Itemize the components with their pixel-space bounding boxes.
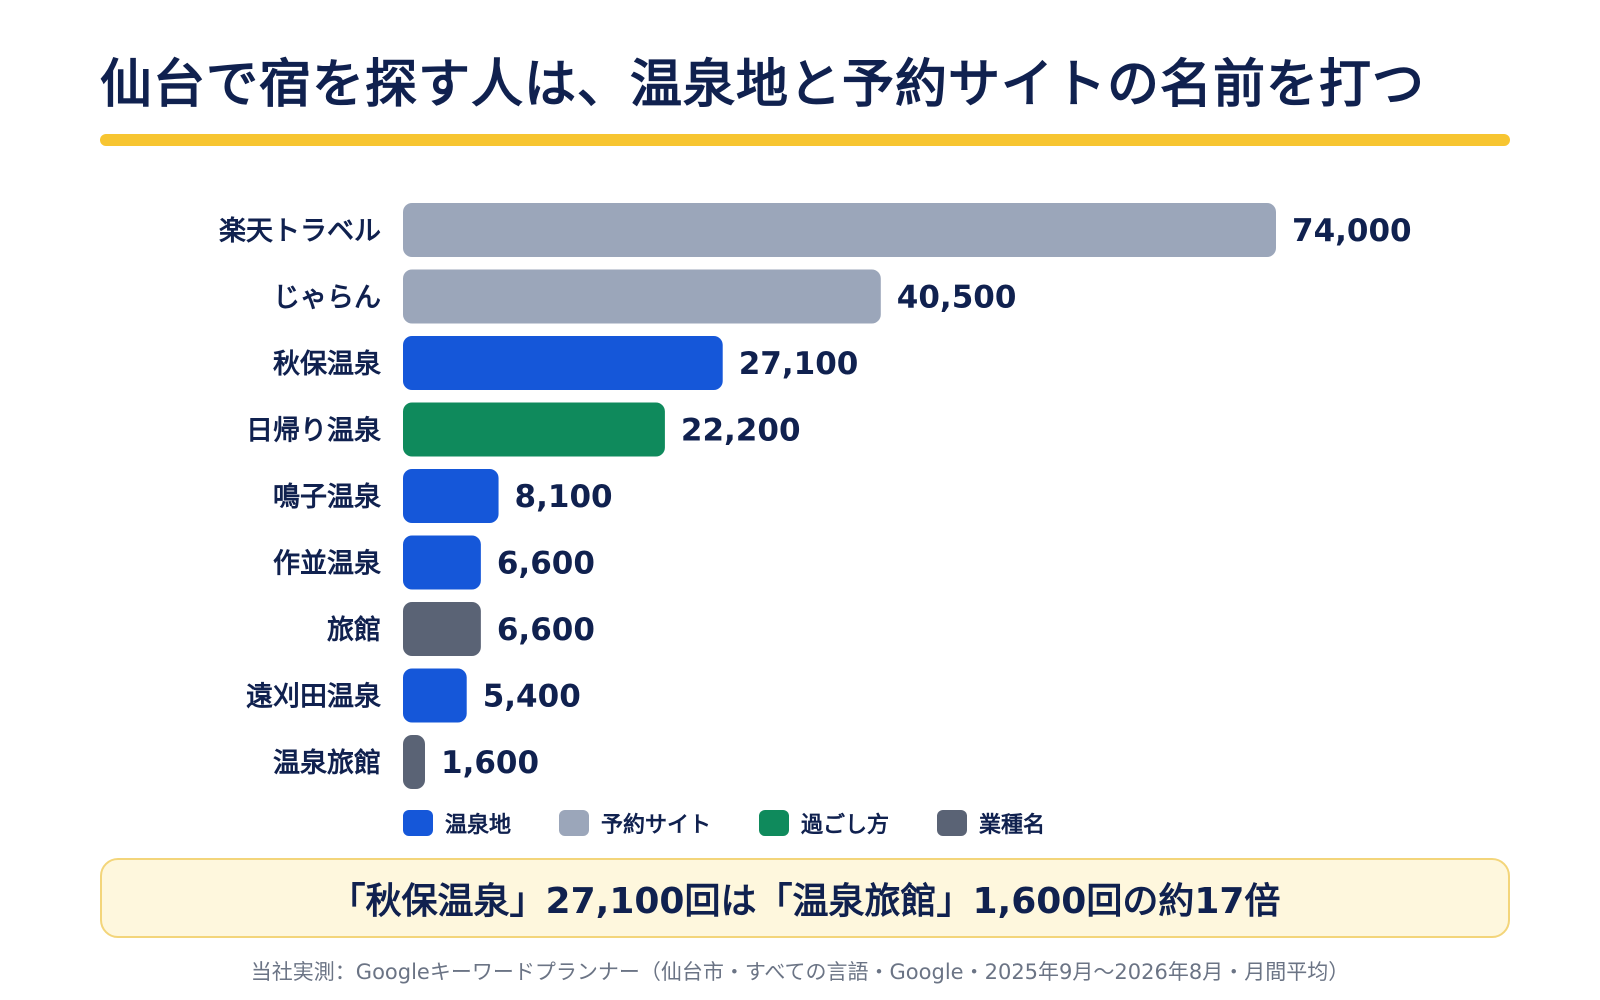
bar (403, 336, 723, 390)
title-underline (100, 134, 1510, 146)
legend-label-business-type: 業種名 (979, 813, 1046, 838)
category-label: 日帰り温泉 (246, 415, 382, 447)
bar (403, 535, 481, 590)
bar (403, 668, 467, 723)
legend-item-how-to-spend: 過ごし方 (759, 807, 889, 839)
legend-swatch-how-to-spend (759, 810, 790, 836)
category-label: 鳴子温泉 (273, 481, 382, 513)
category-label: 楽天トラベル (219, 216, 381, 247)
category-label: 旅館 (327, 614, 381, 646)
legend-item-business-type: 業種名 (937, 807, 1045, 839)
callout-box: 「秋保温泉」27,100回は「温泉旅館」1,600回の約17倍 (100, 858, 1510, 938)
value-label: 40,500 (897, 280, 1017, 316)
bar (403, 735, 425, 789)
source-note: 当社実測：Googleキーワードプランナー（仙台市・すべての言語・Google・… (250, 960, 1350, 984)
legend-swatch-booking-site (559, 810, 590, 836)
callout-text: 「秋保温泉」27,100回は「温泉旅館」1,600回の約17倍 (329, 881, 1281, 922)
value-label: 74,000 (1292, 213, 1412, 249)
bar-chart: 楽天トラベル 74,000 じゃらん 40,500 秋保温泉 27,100 日帰り温泉 22,… (219, 203, 1412, 789)
value-label: 8,100 (515, 479, 613, 515)
chart-legend: 温泉地 予約サイト 過ごし方 業種名 (403, 808, 1045, 838)
bar (403, 269, 881, 324)
category-label: 温泉旅館 (273, 747, 381, 779)
bar (403, 402, 665, 457)
legend-swatch-onsen (403, 810, 433, 836)
legend-swatch-business-type (937, 810, 968, 836)
value-label: 1,600 (441, 745, 539, 781)
bar (403, 469, 499, 523)
value-label: 6,600 (497, 546, 595, 582)
legend-label-how-to-spend: 過ごし方 (801, 813, 890, 838)
value-label: 5,400 (483, 679, 581, 715)
legend-label-onsen: 温泉地 (445, 813, 512, 838)
category-label: 遠刈田温泉 (246, 681, 382, 713)
chart-title: 仙台で宿を探す人は、温泉地と予約サイトの名前を打つ (100, 55, 1426, 115)
value-label: 27,100 (739, 346, 859, 382)
value-label: 6,600 (497, 612, 595, 648)
legend-item-booking-site: 予約サイト (559, 807, 711, 839)
category-label: 作並温泉 (273, 548, 382, 580)
legend-item-onsen: 温泉地 (403, 807, 511, 839)
bar (403, 602, 481, 656)
legend-label-booking-site: 予約サイト (601, 813, 712, 838)
category-label: 秋保温泉 (273, 348, 382, 380)
category-label: じゃらん (273, 283, 381, 314)
value-label: 22,200 (681, 413, 801, 449)
bar (403, 203, 1276, 257)
